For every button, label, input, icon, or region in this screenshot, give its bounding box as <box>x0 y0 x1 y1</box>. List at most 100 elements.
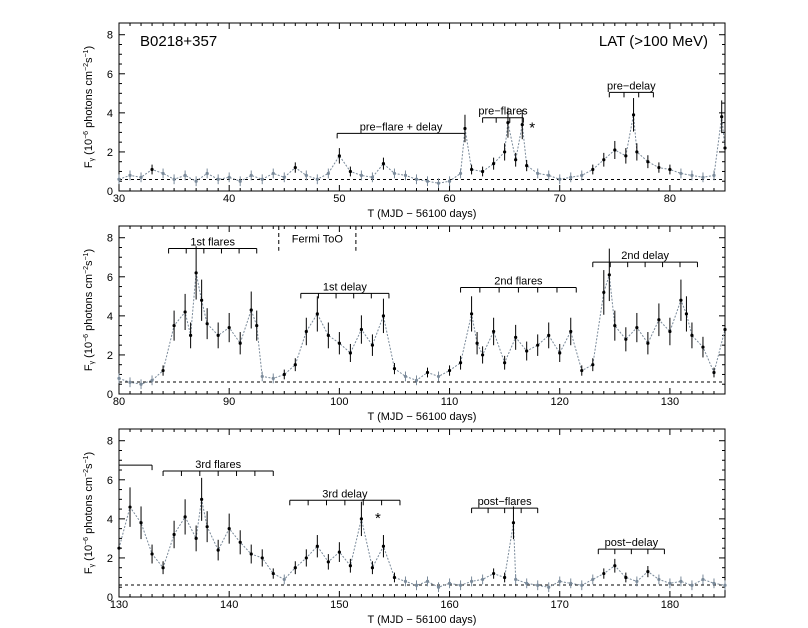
data-point <box>668 581 672 585</box>
data-point <box>613 148 617 152</box>
y-tick-label: 6 <box>107 272 113 284</box>
data-point <box>558 351 562 355</box>
data-point <box>602 158 606 162</box>
data-point <box>359 517 363 521</box>
data-point <box>668 167 672 172</box>
data-point <box>227 527 231 531</box>
data-point <box>679 171 683 176</box>
data-point <box>635 150 639 154</box>
x-tick-label: 170 <box>551 599 569 611</box>
x-tick-label: 120 <box>551 396 569 408</box>
data-point <box>392 367 397 371</box>
ylabel-units: photons cm <box>83 274 95 334</box>
data-point <box>194 179 198 183</box>
panel-top-ticks: 30 40 50 60 70 80 0 2 4 6 8 <box>107 23 726 205</box>
panel-middle-ylabel: Fγ (10−6 photons cm−2s−1) <box>83 249 96 371</box>
data-point <box>348 351 352 355</box>
data-point <box>503 575 507 580</box>
panel-middle-ticks: 80 90 100 110 120 130 0 2 4 6 8 <box>107 226 726 408</box>
data-point <box>436 181 441 185</box>
data-point <box>624 337 628 341</box>
y-tick-label: 6 <box>107 475 113 487</box>
ylabel-units: photons cm <box>83 71 95 131</box>
panel-bottom: 130 140 150 160 170 180 0 2 4 6 8 3rd flares 3rd de… <box>83 428 727 626</box>
data-point <box>359 173 363 177</box>
annotation-star: * <box>529 119 535 136</box>
data-point <box>520 122 524 127</box>
data-point <box>370 343 375 347</box>
data-point <box>547 173 551 177</box>
data-point <box>492 162 496 166</box>
data-point <box>304 173 308 177</box>
ylabel-s: s <box>83 463 95 469</box>
data-point <box>200 298 204 302</box>
data-point <box>481 577 485 582</box>
data-point <box>227 175 231 179</box>
data-point <box>282 372 286 377</box>
panel-bottom-ticks: 130 140 150 160 170 180 0 2 4 6 8 <box>107 429 726 611</box>
data-point <box>403 173 408 177</box>
annotation-label: 2nd flares <box>494 276 543 288</box>
panel-bottom-ylabel-text: Fγ (10−6 photons cm−2s−1) <box>83 452 96 574</box>
data-point <box>684 312 689 316</box>
panel-bottom-annotations: 3rd flares 3rd delay post−flares post−delay… <box>118 459 665 555</box>
ylabel-f: F <box>83 567 95 574</box>
ylabel-exp: −6 <box>83 131 90 139</box>
data-point <box>525 581 529 585</box>
data-point <box>602 290 606 295</box>
data-point <box>624 154 628 158</box>
data-point <box>712 581 716 585</box>
data-point <box>139 175 143 179</box>
annotation-label: pre−flare + delay <box>360 121 443 133</box>
data-point <box>701 577 705 582</box>
data-point <box>591 363 595 367</box>
data-point <box>613 324 617 328</box>
x-tick-label: 180 <box>661 599 679 611</box>
data-point <box>646 570 650 574</box>
data-point <box>326 171 330 176</box>
data-point <box>238 341 242 345</box>
data-point <box>436 585 441 589</box>
y-tick-label: 2 <box>107 147 113 159</box>
annotation-label: 2nd delay <box>621 250 669 262</box>
panel-middle-ylabel-text: Fγ (10−6 photons cm−2s−1) <box>83 249 96 371</box>
data-point <box>536 171 540 176</box>
data-point <box>326 560 330 564</box>
data-point <box>503 150 507 154</box>
data-point <box>712 370 716 375</box>
data-point <box>690 583 694 587</box>
data-point <box>458 583 463 587</box>
data-point <box>271 171 275 176</box>
data-point <box>690 173 694 177</box>
data-point <box>613 564 617 568</box>
data-point <box>569 175 573 179</box>
panel-bottom-xlabel: T (MJD − 56100 days) <box>368 614 477 626</box>
data-point <box>337 341 341 345</box>
data-point <box>249 173 253 177</box>
data-point <box>591 577 595 582</box>
data-point <box>458 361 463 365</box>
data-point <box>469 312 474 316</box>
data-point <box>227 325 231 330</box>
data-point <box>348 564 352 568</box>
data-point <box>117 177 121 181</box>
data-point <box>128 380 132 384</box>
data-point <box>128 173 132 177</box>
data-point <box>514 577 518 582</box>
data-point <box>260 374 264 379</box>
data-point <box>668 329 672 334</box>
data-point <box>315 544 319 548</box>
y-tick-label: 2 <box>107 553 113 565</box>
data-point <box>447 368 452 373</box>
ylabel-open: (10 <box>83 545 95 564</box>
data-point <box>414 378 419 382</box>
annotation-label: Fermi ToO <box>292 234 344 246</box>
data-point <box>194 536 198 540</box>
data-point <box>216 548 220 552</box>
y-tick-label: 0 <box>107 389 113 401</box>
data-point <box>293 165 297 170</box>
data-point <box>271 571 275 576</box>
data-point <box>511 521 516 525</box>
data-point <box>381 314 386 318</box>
data-point <box>481 353 485 357</box>
